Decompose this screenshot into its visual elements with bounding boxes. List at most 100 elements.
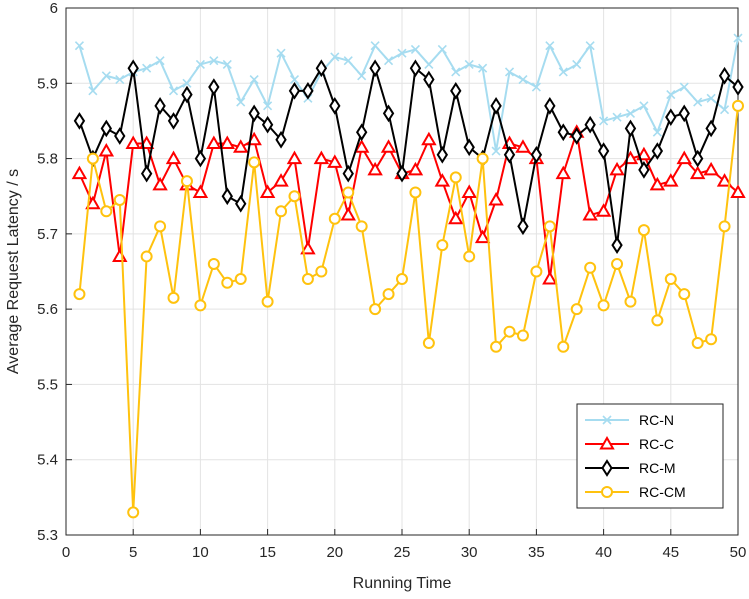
data-point-rc-cm	[476, 152, 489, 165]
data-point-rc-m	[463, 138, 475, 157]
series-rc-c	[71, 124, 746, 285]
data-point-rc-cm	[490, 340, 503, 353]
data-point-rc-n	[558, 67, 568, 77]
x-tick-label: 40	[595, 544, 612, 561]
data-point-rc-m	[423, 70, 435, 89]
data-point-rc-m	[315, 59, 328, 78]
data-point-rc-cm	[624, 295, 637, 308]
data-point-rc-c	[152, 176, 168, 191]
data-point-rc-c	[85, 195, 101, 210]
data-point-rc-m	[571, 127, 583, 145]
data-point-rc-cm	[463, 250, 476, 263]
data-point-rc-m	[208, 78, 220, 96]
data-point-rc-cm	[611, 257, 624, 270]
data-point-rc-n	[330, 52, 340, 62]
data-point-rc-c	[340, 207, 356, 221]
data-point-rc-n	[74, 41, 85, 51]
data-point-rc-cm	[167, 291, 180, 304]
y-tick-label: 5.7	[37, 226, 58, 243]
data-point-rc-cm	[678, 288, 691, 301]
data-point-rc-c	[488, 191, 504, 206]
data-point-rc-n	[706, 93, 716, 103]
data-point-rc-cm	[180, 175, 193, 188]
data-point-rc-cm	[221, 276, 234, 289]
data-point-rc-c	[259, 184, 276, 198]
data-point-rc-n	[397, 48, 407, 58]
data-point-rc-n	[343, 56, 353, 66]
x-tick-label: 45	[662, 544, 679, 561]
data-point-rc-c	[730, 184, 746, 198]
data-point-rc-cm	[691, 337, 704, 350]
data-point-rc-c	[165, 150, 182, 165]
data-point-rc-c	[407, 161, 424, 176]
data-point-rc-n	[249, 74, 259, 85]
data-point-rc-m	[382, 104, 395, 123]
data-point-rc-cm	[194, 299, 207, 312]
data-point-rc-m	[557, 123, 569, 142]
data-point-rc-c	[582, 207, 598, 221]
data-point-rc-cm	[369, 303, 382, 316]
data-point-rc-cm	[584, 261, 597, 274]
data-point-rc-c	[206, 135, 222, 150]
data-point-rc-m	[490, 97, 502, 115]
data-point-rc-cm	[355, 220, 368, 233]
data-point-rc-m	[436, 145, 449, 164]
data-point-rc-m	[678, 104, 690, 123]
data-point-rc-c	[649, 176, 666, 191]
data-point-rc-n	[236, 97, 246, 107]
data-point-rc-n	[182, 78, 192, 88]
data-point-rc-cm	[732, 99, 744, 112]
data-point-rc-cm	[570, 303, 583, 316]
data-point-rc-n	[585, 41, 595, 51]
data-point-rc-c	[689, 165, 706, 180]
data-point-rc-m	[611, 236, 623, 254]
data-point-rc-n	[599, 116, 609, 126]
data-point-rc-cm	[449, 171, 462, 184]
data-point-rc-m	[584, 115, 596, 134]
data-point-rc-c	[595, 203, 612, 217]
data-point-rc-m	[691, 149, 704, 168]
data-point-rc-cm	[422, 337, 435, 350]
x-axis-label: Running Time	[353, 575, 452, 592]
data-point-rc-c	[609, 161, 625, 176]
legend-label: RC-N	[639, 412, 674, 428]
data-point-rc-c	[273, 173, 289, 187]
data-point-rc-cm	[503, 325, 516, 338]
data-point-rc-n	[263, 101, 273, 111]
data-point-rc-c	[313, 150, 330, 165]
data-point-rc-n	[142, 63, 152, 73]
y-tick-label: 5.4	[37, 452, 58, 469]
data-point-rc-c	[219, 135, 236, 150]
legend-item-rc-m: RC-M	[585, 459, 676, 477]
legend-marker	[599, 435, 615, 450]
data-point-rc-c	[555, 165, 572, 180]
data-point-rc-n	[289, 74, 300, 85]
data-point-rc-n	[625, 108, 636, 118]
data-point-rc-c	[461, 184, 477, 198]
y-tick-label: 5.3	[37, 527, 58, 544]
data-point-rc-c	[380, 139, 397, 153]
data-point-rc-m	[718, 66, 731, 85]
data-point-rc-cm	[557, 340, 570, 353]
x-tick-label: 25	[394, 544, 411, 561]
data-point-rc-m	[638, 161, 650, 179]
data-point-rc-cm	[315, 265, 328, 278]
data-point-rc-n	[88, 86, 98, 96]
legend-label: RC-CM	[639, 484, 686, 500]
data-point-rc-n	[639, 101, 649, 111]
data-point-rc-cm	[127, 506, 140, 519]
data-point-rc-m	[503, 145, 516, 164]
data-point-rc-n	[101, 71, 111, 81]
data-point-rc-c	[112, 248, 128, 262]
data-point-rc-cm	[597, 299, 610, 312]
data-point-rc-m	[530, 145, 543, 164]
data-point-rc-m	[624, 119, 637, 138]
data-point-rc-n	[733, 33, 743, 43]
data-point-rc-m	[248, 104, 260, 123]
legend-marker	[602, 415, 612, 425]
series-line-rc-m	[78, 67, 739, 247]
data-point-rc-cm	[543, 220, 556, 233]
data-point-rc-c	[286, 150, 303, 165]
data-point-rc-c	[542, 271, 558, 285]
data-point-rc-cm	[207, 257, 220, 270]
